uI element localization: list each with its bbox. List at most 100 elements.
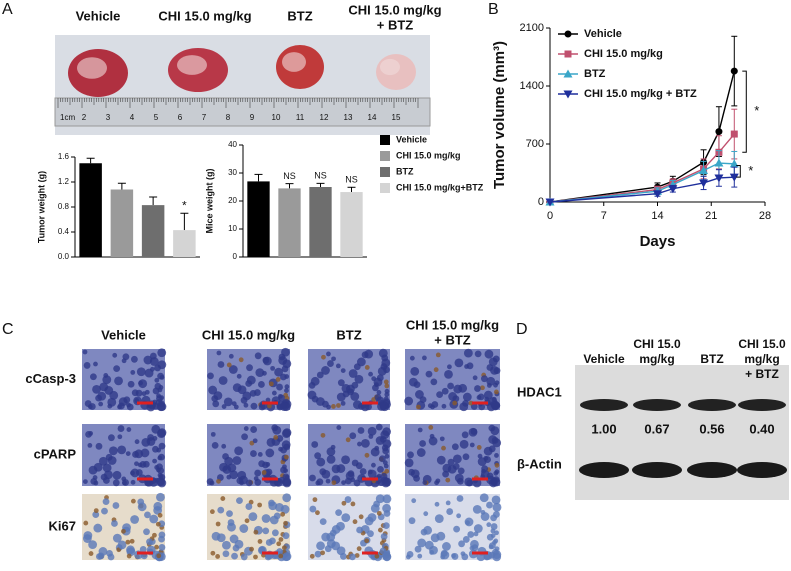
cell <box>307 390 317 400</box>
cell <box>265 397 271 403</box>
cell <box>130 470 135 476</box>
cell <box>156 463 163 471</box>
y-tick-label: 20 <box>228 196 237 205</box>
cell <box>244 518 250 524</box>
cell <box>478 403 486 411</box>
blot-ratio: 0.56 <box>699 421 724 436</box>
cell <box>441 403 447 409</box>
cell <box>241 433 248 441</box>
cell <box>408 517 416 525</box>
cell <box>144 389 150 395</box>
marker <box>699 179 709 188</box>
cell <box>410 366 420 376</box>
x-tick-label: 21 <box>705 210 717 222</box>
bar <box>278 188 301 257</box>
cell <box>254 352 262 360</box>
panel-label: A <box>2 1 13 18</box>
cell <box>361 403 367 409</box>
tumor-highlight <box>282 52 306 72</box>
cell <box>108 434 115 442</box>
cell <box>280 446 287 454</box>
cell <box>152 436 158 441</box>
cell <box>215 554 221 559</box>
cell <box>359 468 367 475</box>
cell <box>336 521 345 531</box>
cell <box>146 538 153 546</box>
cell <box>217 361 225 368</box>
marker <box>545 198 555 207</box>
bar <box>141 205 165 257</box>
cell <box>262 527 270 535</box>
cell <box>236 497 243 505</box>
cell <box>486 522 492 528</box>
y-tick-label: 0 <box>233 252 238 261</box>
ruler-label: 12 <box>320 113 329 122</box>
cell <box>149 357 159 366</box>
cell <box>350 392 360 401</box>
cell <box>384 468 390 474</box>
cell <box>113 365 121 373</box>
cell <box>357 441 362 447</box>
ihc-column-label: Vehicle <box>101 327 146 342</box>
cell <box>473 531 479 537</box>
cell <box>245 479 253 487</box>
y-axis-label: Mice weight (g) <box>204 168 214 233</box>
cell <box>461 431 469 439</box>
cell <box>320 550 325 556</box>
cell <box>425 370 433 378</box>
cell <box>340 400 346 406</box>
cell <box>152 387 160 395</box>
significance-label: NS <box>345 175 358 185</box>
series-line <box>549 70 735 203</box>
tumor-highlight <box>177 55 207 75</box>
legend-label: CHI 15.0 mg/kg <box>396 150 461 160</box>
cell <box>490 426 500 436</box>
cell <box>216 533 226 543</box>
cell <box>220 496 226 501</box>
cell <box>456 513 462 519</box>
cell <box>217 506 225 514</box>
cell <box>341 513 351 523</box>
cell <box>157 455 163 461</box>
cell <box>257 502 263 508</box>
cell <box>236 373 242 379</box>
cell <box>364 365 370 370</box>
cell <box>377 527 383 533</box>
cell <box>462 392 472 402</box>
cell <box>129 538 135 544</box>
cell <box>381 358 391 368</box>
cell <box>441 387 449 395</box>
cell <box>278 356 288 365</box>
cell <box>265 539 273 546</box>
cell <box>224 456 234 466</box>
cell <box>490 523 498 530</box>
cell <box>436 531 446 541</box>
cell <box>107 553 115 561</box>
marker <box>564 50 572 58</box>
cell <box>446 508 454 515</box>
marker <box>729 173 739 182</box>
cell <box>430 378 438 386</box>
cell <box>221 404 227 409</box>
cell <box>447 464 457 474</box>
cell <box>154 477 160 483</box>
cell <box>466 479 474 487</box>
cell <box>102 463 112 473</box>
cell <box>107 456 117 465</box>
cell <box>157 478 167 488</box>
legend-label: Vehicle <box>584 28 622 40</box>
marker <box>714 158 724 167</box>
cell <box>316 457 326 467</box>
cell <box>379 455 386 463</box>
cell <box>109 390 119 400</box>
blot-ratio: 1.00 <box>591 421 616 436</box>
cell <box>158 474 164 480</box>
cell <box>451 553 459 560</box>
cell <box>491 401 501 410</box>
cell <box>374 553 380 559</box>
cell <box>451 443 459 451</box>
blot-row-label: HDAC1 <box>517 384 562 399</box>
cell <box>112 479 120 487</box>
blot-column-label: CHI 15.0 <box>738 337 786 351</box>
cell <box>140 448 150 458</box>
